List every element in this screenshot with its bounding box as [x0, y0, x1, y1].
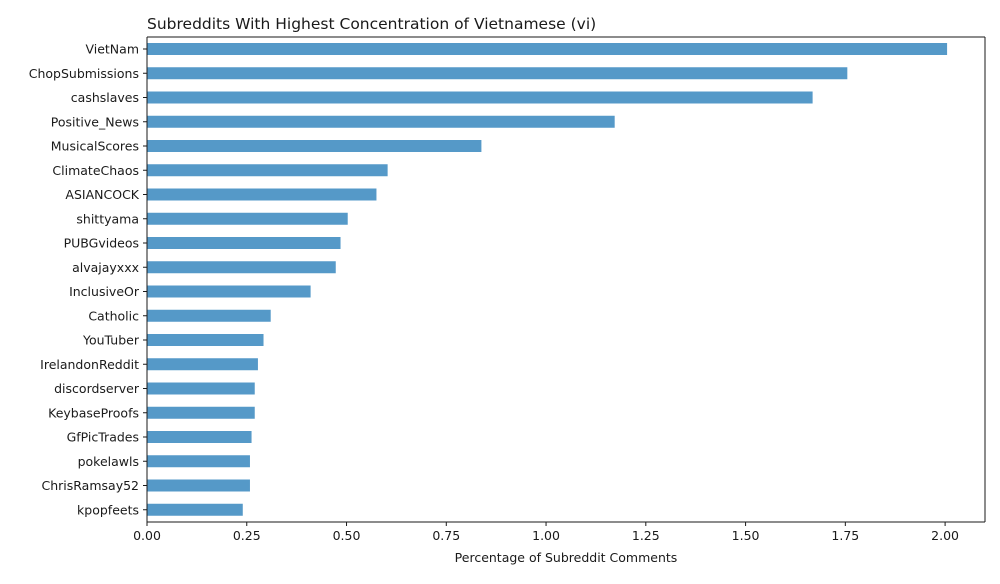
bar-3 — [147, 115, 615, 128]
bar-8 — [147, 237, 341, 249]
category-label-14: discordserver — [54, 381, 140, 396]
category-label-2: cashslaves — [71, 90, 139, 105]
category-label-16: GfPicTrades — [67, 430, 139, 445]
bar-17 — [147, 455, 250, 468]
bar-1 — [147, 67, 848, 80]
x-tick-label-6: 1.50 — [732, 528, 760, 543]
x-tick-label-7: 1.75 — [831, 528, 859, 543]
bar-4 — [147, 140, 482, 152]
category-label-6: ASIANCOCK — [65, 187, 139, 202]
category-label-15: KeybaseProofs — [48, 405, 139, 420]
x-tick-label-4: 1.00 — [532, 528, 560, 543]
chart-title: Subreddits With Highest Concentration of… — [147, 15, 596, 33]
bar-7 — [147, 212, 348, 225]
category-label-9: alvajayxxx — [72, 260, 139, 275]
category-label-8: PUBGvideos — [64, 236, 139, 251]
bars-layer — [147, 43, 948, 516]
bar-9 — [147, 261, 336, 274]
category-label-1: ChopSubmissions — [29, 66, 139, 81]
category-label-3: Positive_News — [51, 114, 139, 129]
category-label-7: shittyama — [76, 211, 139, 226]
x-tick-label-5: 1.25 — [632, 528, 660, 543]
bar-2 — [147, 91, 813, 104]
x-axis-title: Percentage of Subreddit Comments — [455, 550, 678, 565]
category-label-13: IrelandonReddit — [40, 357, 139, 372]
bar-5 — [147, 164, 388, 177]
bar-0 — [147, 43, 948, 55]
category-label-12: YouTuber — [82, 333, 140, 348]
category-label-18: ChrisRamsay52 — [42, 478, 140, 493]
x-tick-label-2: 0.50 — [333, 528, 361, 543]
bar-10 — [147, 285, 311, 298]
bar-6 — [147, 188, 377, 201]
bar-18 — [147, 479, 250, 492]
bar-15 — [147, 406, 255, 419]
category-label-10: InclusiveOr — [69, 284, 140, 299]
x-tick-label-0: 0.00 — [133, 528, 161, 543]
category-label-19: kpopfeets — [77, 502, 139, 517]
x-tick-label-3: 0.75 — [432, 528, 460, 543]
category-label-4: MusicalScores — [51, 139, 139, 154]
bar-19 — [147, 503, 243, 516]
category-label-5: ClimateChaos — [52, 163, 139, 178]
bar-16 — [147, 431, 252, 443]
bar-14 — [147, 382, 255, 395]
category-label-0: VietNam — [85, 42, 139, 57]
bar-12 — [147, 334, 264, 346]
bar-11 — [147, 309, 271, 322]
category-label-17: pokelawls — [78, 454, 139, 469]
x-tick-label-1: 0.25 — [233, 528, 261, 543]
category-label-11: Catholic — [88, 308, 139, 323]
x-tick-label-8: 2.00 — [931, 528, 959, 543]
bar-13 — [147, 358, 258, 371]
axes-layer: VietNam ChopSubmissions cashslaves Positive… — [29, 36, 986, 543]
